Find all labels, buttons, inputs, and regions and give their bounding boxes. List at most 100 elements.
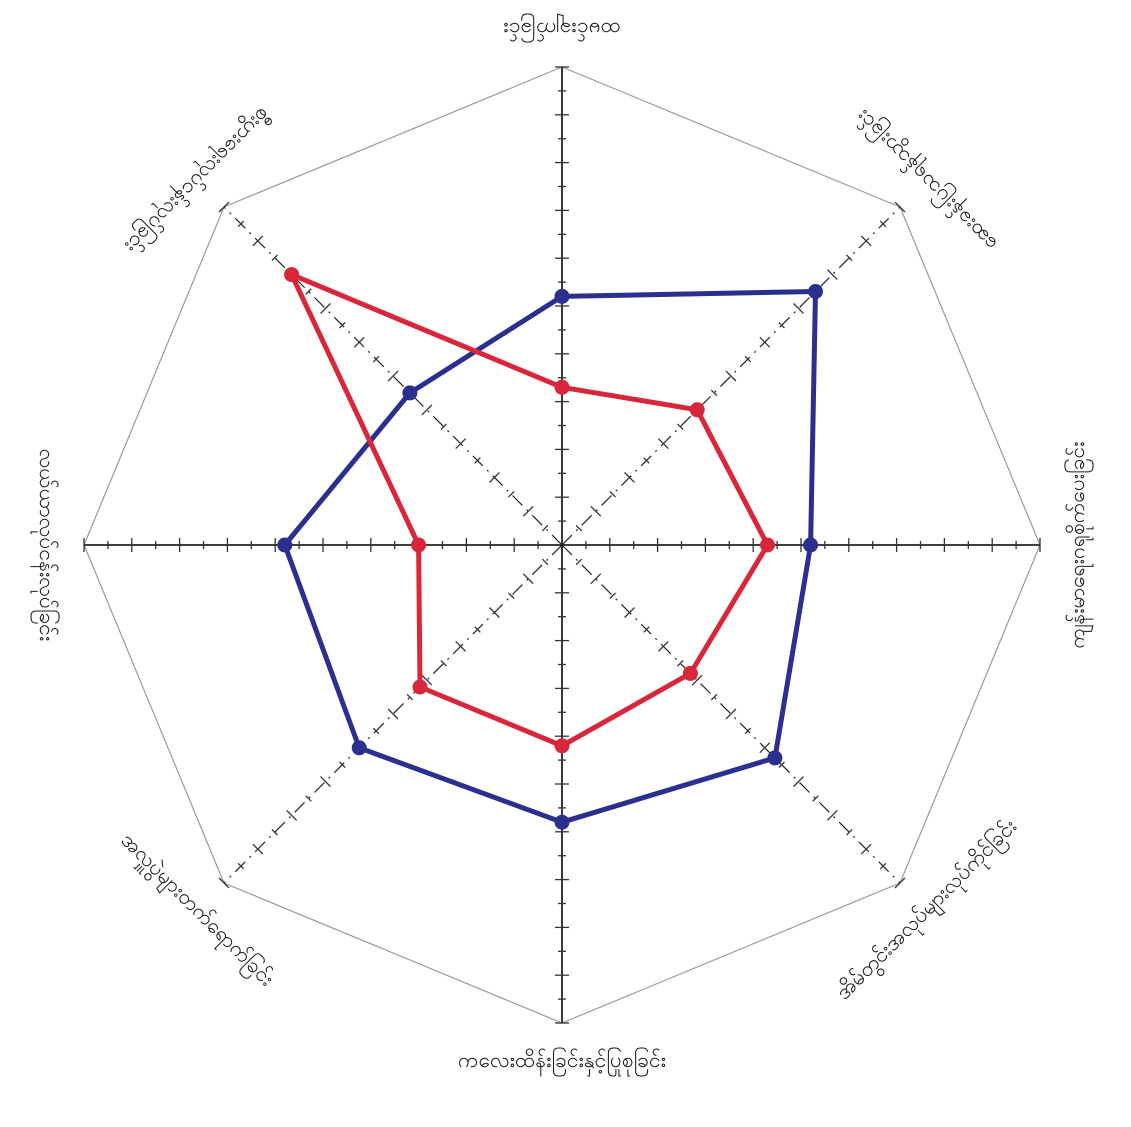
axis-tick [271,254,278,261]
series-1-point [554,814,570,830]
series-2-point [412,679,428,695]
axis-tick [387,370,399,382]
axis-tick [522,505,534,517]
series-1-point [803,537,819,553]
axis-tick [489,607,500,618]
axis-tick [218,201,230,213]
axis-tick [812,795,819,802]
axis-tick [387,708,399,720]
axis-tick [677,660,684,667]
axis-tick [421,674,433,686]
axis-tick [759,742,771,754]
series-2-point [689,402,705,418]
axis-tick [657,438,669,450]
axis-tick [778,761,785,768]
axis-tick [305,288,312,295]
axis-tick [421,404,433,416]
axis-tick [624,607,635,618]
axis-tick [609,592,616,599]
axis-tick [793,303,804,314]
series-2-point [554,379,570,395]
axis-line [223,544,563,884]
axis-line [561,544,901,884]
axis-tick [440,423,447,430]
radar-axes [83,66,1041,1024]
axis-tick [759,336,771,348]
series-2-point [554,738,570,754]
axis-tick [624,472,635,483]
axis-tick [691,674,703,686]
series-1-point [767,750,783,766]
axis-tick [353,336,365,348]
series-1-point [402,385,418,401]
axis-tick [860,235,872,247]
series-1-point [277,537,293,553]
axis-tick [372,727,380,735]
axis-label: စီးပွားရေးလုပ်ငန်းလုပ်ခြင်း [116,99,277,260]
axis-tick [440,660,447,667]
axis-tick [879,862,887,870]
axis-tick [489,472,500,483]
axis-tick [590,505,602,517]
axis-tick [744,355,752,363]
axis-tick [474,457,481,464]
axis-line [223,206,563,546]
series-1-point [808,284,823,299]
series-1-point [554,288,570,304]
axis-tick [846,829,853,836]
axis-tick [406,693,414,701]
axis-tick [474,626,481,633]
axis-tick [252,235,264,247]
axis-tick [643,457,650,464]
axis-tick [508,491,515,498]
axis-tick [725,708,737,720]
series-2-point [411,537,427,553]
series-1-point [351,740,367,756]
axis-tick [894,201,906,213]
axis-tick [237,862,245,870]
axis-label: ထမင်းချက်ခြင်း [503,13,620,44]
axis-tick [522,573,534,585]
axis-tick [575,524,583,532]
axis-tick [879,220,887,228]
axis-tick [339,761,346,768]
axis-label: လယ်ယာလုပ်ငန်းလုပ်ခြင်း [30,449,61,642]
axis-tick [590,573,602,585]
axis-tick [218,877,230,889]
axis-tick [725,370,737,382]
axis-label: ကျန်းမာရေးဂရုစိုက်ပေးခြင်း [1063,442,1094,649]
axis-tick [372,355,380,363]
axis-tick [778,322,785,329]
axis-tick [305,795,312,802]
axis-label: ဆေးခန်းပြသရန်သွားခြင်း [849,101,1006,258]
series-2-point [760,537,775,553]
axis-tick [826,269,838,281]
axis-tick [455,640,467,652]
axis-tick [826,809,838,821]
axis-tick [609,491,616,498]
axis-tick [339,322,346,329]
axis-tick [860,843,872,855]
axis-tick [508,592,515,599]
axis-tick [744,727,752,735]
axis-tick [657,640,669,652]
axis-tick [320,776,331,787]
axis-label: ကလေးထိန်းခြင်းနှင့်ပြုစုခြင်း [458,1046,666,1078]
axis-tick [710,693,718,701]
axis-tick [710,389,718,397]
series-2-point [284,267,300,283]
axis-tick [455,438,467,450]
radar-series [277,267,823,830]
axis-tick [541,558,549,566]
axis-tick [320,303,331,314]
axis-tick [252,843,264,855]
axis-tick [677,423,684,430]
axis-tick [846,254,853,261]
axis-line [561,206,901,546]
axis-tick [793,776,804,787]
axis-tick [541,524,549,532]
series-2-point [682,665,698,681]
axis-tick [575,558,583,566]
axis-tick [286,809,298,821]
